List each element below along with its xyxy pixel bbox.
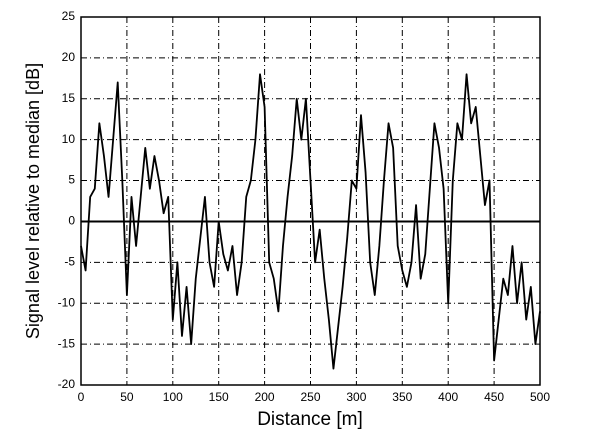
x-tick-label: 400 bbox=[438, 390, 458, 404]
plot-frame bbox=[80, 16, 541, 386]
y-tick-label: 10 bbox=[62, 132, 76, 146]
y-tick-label: 5 bbox=[68, 173, 75, 187]
x-tick-label: 350 bbox=[392, 390, 412, 404]
y-tick-label: -20 bbox=[58, 377, 76, 391]
x-tick-label: 300 bbox=[346, 390, 366, 404]
y-axis-label: Signal level relative to median [dB] bbox=[23, 63, 43, 339]
y-tick-label: -15 bbox=[58, 336, 76, 350]
y-tick-label: 25 bbox=[62, 9, 76, 23]
x-tick-label: 250 bbox=[300, 390, 320, 404]
x-tick-label: 0 bbox=[78, 390, 85, 404]
x-tick-label: 500 bbox=[530, 390, 550, 404]
y-tick-label: 15 bbox=[62, 91, 76, 105]
x-tick-label: 150 bbox=[209, 390, 229, 404]
x-tick-label: 50 bbox=[120, 390, 134, 404]
y-tick-label: -10 bbox=[58, 295, 76, 309]
x-tick-label: 200 bbox=[255, 390, 275, 404]
x-tick-label: 450 bbox=[484, 390, 504, 404]
y-tick-label: 20 bbox=[62, 50, 76, 64]
data-line bbox=[80, 73, 541, 370]
y-tick-label: 0 bbox=[68, 214, 75, 228]
x-tick-label: 100 bbox=[163, 390, 183, 404]
y-tick-label: -5 bbox=[64, 255, 75, 269]
x-axis-label: Distance [m] bbox=[257, 409, 363, 430]
